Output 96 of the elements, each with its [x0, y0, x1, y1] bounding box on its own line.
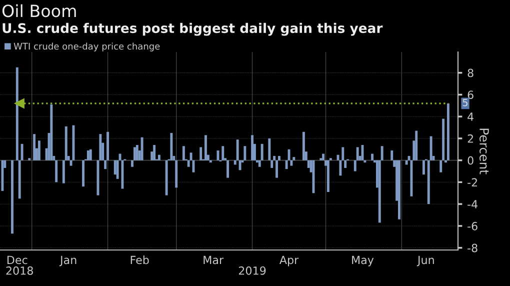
bar [190, 152, 192, 160]
bar [415, 130, 418, 160]
bar [158, 154, 160, 160]
bar [106, 132, 109, 160]
bar [55, 160, 58, 182]
y-tick-label: 6 [468, 90, 474, 100]
bar [344, 160, 347, 168]
x-tick-label: Dec [7, 256, 28, 264]
bar [405, 160, 408, 165]
bar [131, 160, 134, 167]
bar [258, 160, 261, 167]
bar [62, 160, 65, 184]
y-tick-label: 4 [468, 112, 474, 121]
x-tick-label: Mar [204, 256, 224, 264]
bar [278, 156, 280, 160]
bar [175, 160, 178, 188]
y-axis-title: Percent [480, 128, 489, 174]
y-tick-label: -6 [468, 222, 478, 230]
bar [427, 160, 430, 204]
bar [342, 147, 344, 160]
bar [38, 140, 40, 160]
chart-title: Oil Boom [2, 4, 76, 18]
bar [440, 160, 442, 172]
x-tick-label: Feb [130, 256, 149, 264]
bar [378, 160, 381, 223]
bar [270, 160, 274, 168]
x-tick-label: Jan [59, 256, 76, 266]
bar [380, 146, 384, 160]
bar [64, 126, 68, 160]
bar [153, 144, 156, 160]
bar [20, 144, 24, 160]
ref-line-label: 5 [462, 99, 468, 106]
bar [322, 154, 325, 160]
y-tick-label: -2 [468, 178, 477, 186]
bar [273, 156, 276, 160]
legend-label: WTI crude one-day price change [14, 42, 160, 52]
bar [11, 160, 14, 234]
bar [50, 104, 53, 160]
bar [99, 134, 102, 160]
bar [290, 160, 293, 166]
bar [446, 103, 450, 160]
bar [200, 147, 202, 160]
bar [121, 160, 124, 189]
bar [182, 146, 185, 160]
y-tick-label: 8 [468, 68, 474, 78]
bar [1, 160, 4, 191]
bar [234, 160, 236, 165]
bar [222, 146, 224, 160]
bar [339, 160, 342, 176]
bar [430, 136, 432, 160]
bar [292, 157, 296, 160]
bar [390, 150, 394, 160]
y-tick-label: -8 [468, 244, 478, 252]
bar [244, 146, 246, 160]
x2-tick-label: 2018 [6, 266, 33, 275]
x-tick-label: Apr [279, 256, 299, 266]
bar [236, 140, 239, 160]
bar [136, 144, 138, 160]
bar [96, 160, 100, 196]
bar [170, 132, 173, 160]
bar [204, 135, 207, 160]
bar [70, 160, 72, 166]
bar [422, 160, 425, 175]
y-tick-label: -4 [468, 200, 478, 208]
y-tick-label: 0 [468, 156, 474, 165]
bar [33, 134, 36, 160]
bar [326, 160, 330, 192]
bar [268, 138, 271, 160]
x-tick-label: Jun [416, 256, 434, 266]
bar [354, 160, 356, 172]
x2-tick-label: 2019 [238, 266, 266, 275]
bar [82, 160, 84, 187]
bar [116, 160, 119, 179]
bar [442, 118, 445, 160]
bar [86, 150, 90, 160]
bar [18, 160, 21, 199]
bar [114, 160, 116, 175]
bar [398, 160, 400, 220]
bar [133, 147, 136, 160]
bar [165, 160, 168, 196]
bar [410, 160, 413, 196]
bar [276, 160, 278, 178]
y-tick-label: 2 [468, 134, 473, 143]
x-tick-label: May [352, 256, 374, 266]
chart-subtitle: U.S. crude futures post biggest daily gain this year [2, 22, 383, 36]
bar [302, 132, 305, 160]
bar [104, 160, 107, 170]
bar [89, 149, 92, 160]
bar [260, 144, 264, 160]
bar [226, 160, 229, 178]
bar [140, 137, 144, 160]
bar [371, 154, 374, 160]
bar [356, 147, 359, 160]
bar [251, 135, 254, 160]
bar [285, 160, 288, 170]
bar [187, 160, 190, 167]
